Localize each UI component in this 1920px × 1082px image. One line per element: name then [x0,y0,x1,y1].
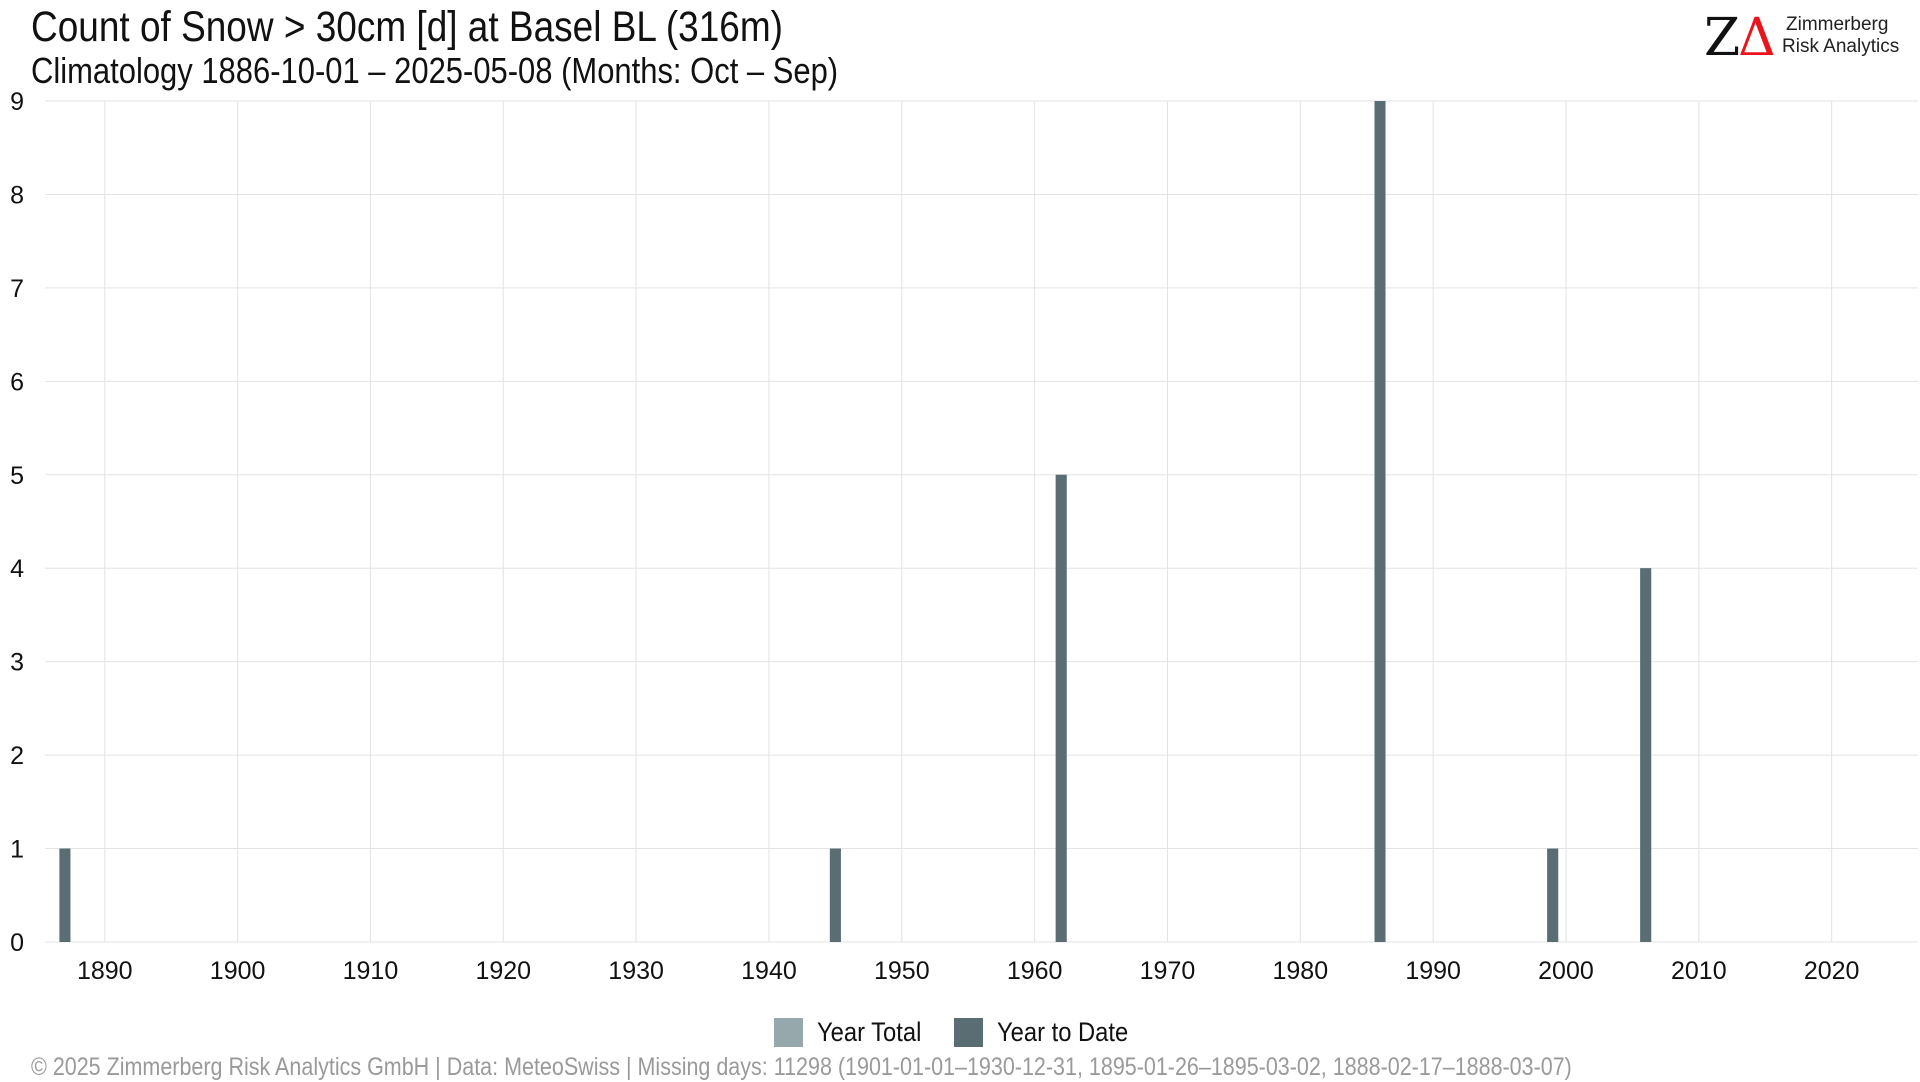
x-axis-ticks: 1890 1900 1910 1920 1930 1940 1950 1960 1970 1980… [77,957,1860,985]
footer-credits: © 2025 Zimmerberg Risk Analytics GmbH | … [31,1053,1572,1081]
y-tick-label: 8 [10,181,24,209]
y-tick-label: 3 [10,649,24,677]
logo-text: Zimmerberg Risk Analytics [1782,14,1899,58]
y-tick-label: 5 [10,462,24,490]
logo-line-1: Zimmerberg [1786,14,1889,35]
bar-year-to-date [829,848,841,942]
y-tick-label: 2 [10,742,24,770]
x-tick-label: 1900 [210,957,266,985]
grid-layer [45,100,1918,943]
bars-layer [59,101,1652,942]
y-tick-label: 4 [10,555,24,583]
x-tick-label: 2000 [1538,957,1594,985]
company-logo: ZΔ Zimmerberg Risk Analytics [1704,10,1904,66]
legend-swatch-year-total [774,1017,804,1047]
bar-year-to-date [1640,568,1652,942]
legend-label-year-to-date: Year to Date [996,1017,1128,1047]
bar-year-to-date [1374,101,1386,942]
legend-swatch-year-to-date [953,1017,983,1047]
bar-year-to-date [1055,474,1067,942]
chart-legend: Year Total Year to Date [0,1016,1920,1048]
x-tick-label: 1950 [874,957,930,985]
y-tick-label: 1 [10,836,24,864]
x-tick-label: 1960 [1007,957,1063,985]
x-tick-label: 2010 [1671,957,1727,985]
y-tick-label: 9 [10,88,24,116]
x-tick-label: 1930 [608,957,664,985]
legend-item-year-to-date: Year to Date [953,1016,1146,1048]
y-axis-ticks: 0 1 2 3 4 5 6 7 8 9 [10,88,24,957]
logo-mark-delta: Δ [1738,8,1776,68]
x-tick-label: 1990 [1405,957,1461,985]
legend-label-year-total: Year Total [817,1017,922,1047]
x-tick-label: 1980 [1272,957,1328,985]
x-tick-label: 1940 [741,957,797,985]
x-tick-label: 1920 [475,957,531,985]
y-tick-label: 6 [10,368,24,396]
logo-mark-z: Z [1704,8,1740,68]
x-tick-label: 1890 [77,957,133,985]
y-tick-label: 7 [10,275,24,303]
bar-year-to-date [59,848,71,942]
x-tick-label: 1970 [1140,957,1196,985]
legend-item-year-total: Year Total [774,1016,936,1048]
chart-subtitle: Climatology 1886-10-01 – 2025-05-08 (Mon… [31,50,839,91]
logo-line-2: Risk Analytics [1782,36,1900,57]
x-tick-label: 1910 [343,957,399,985]
bar-year-to-date [1547,848,1559,942]
y-tick-label: 0 [10,929,24,957]
x-tick-label: 2020 [1804,957,1860,985]
logo-mark: ZΔ [1704,8,1776,68]
chart-title: Count of Snow > 30cm [d] at Basel BL (31… [31,3,783,51]
